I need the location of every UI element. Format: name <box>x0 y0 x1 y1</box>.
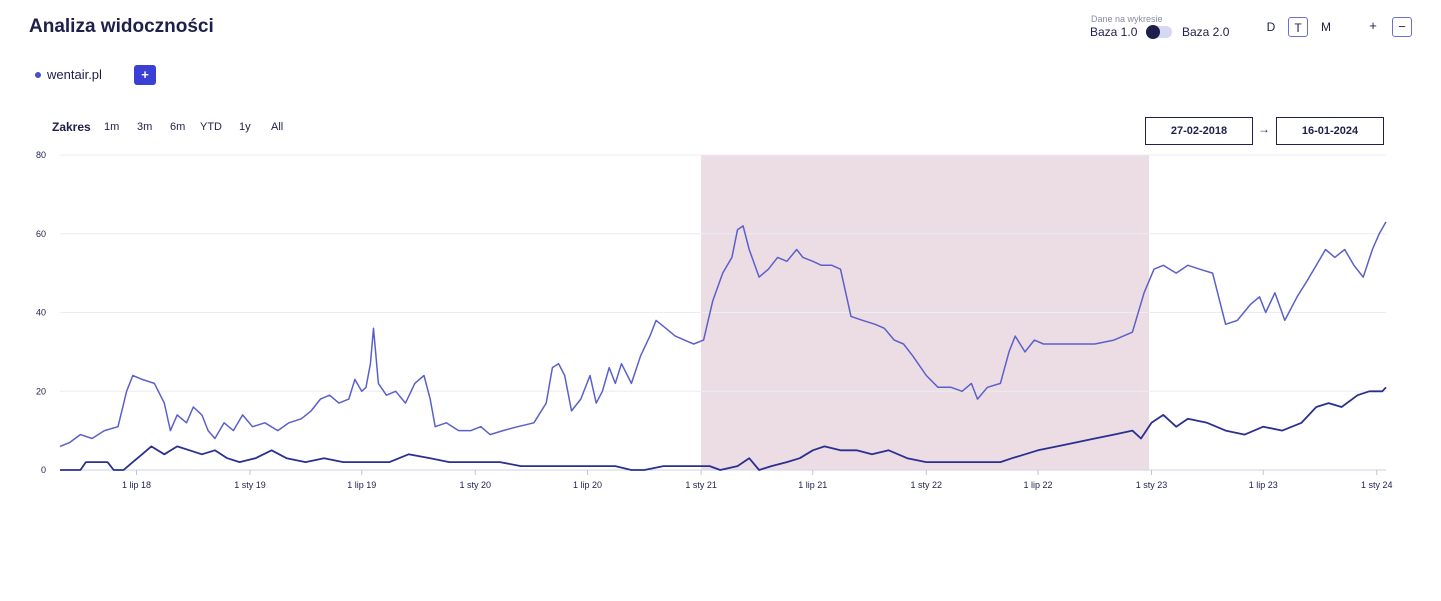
legend-domain-label[interactable]: wentair.pl <box>47 67 102 82</box>
x-tick-label: 1 sty 20 <box>459 480 491 490</box>
y-tick-label: 0 <box>41 465 46 475</box>
x-tick-label: 1 sty 24 <box>1361 480 1393 490</box>
y-tick-label: 60 <box>36 229 46 239</box>
database-toggle[interactable] <box>1146 25 1172 39</box>
y-tick-label: 40 <box>36 308 46 318</box>
period-week-button[interactable]: T <box>1288 17 1308 37</box>
series-line-1 <box>59 221 1387 448</box>
y-tick-label: 80 <box>36 150 46 160</box>
legend-dot-icon <box>35 72 41 78</box>
x-tick-label: 1 lip 22 <box>1023 480 1052 490</box>
x-tick-label: 1 lip 23 <box>1249 480 1278 490</box>
range-3m-button[interactable]: 3m <box>137 121 153 133</box>
date-to-input[interactable]: 16-01-2024 <box>1276 117 1384 145</box>
zoom-out-button[interactable]: − <box>1392 17 1412 37</box>
x-tick-label: 1 lip 20 <box>573 480 602 490</box>
x-tick-label: 1 sty 23 <box>1136 480 1168 490</box>
x-tick-label: 1 lip 19 <box>347 480 376 490</box>
x-tick-label: 1 sty 22 <box>911 480 943 490</box>
range-6m-button[interactable]: 6m <box>170 121 186 133</box>
page-title: Analiza widoczności <box>29 16 214 37</box>
add-domain-button[interactable]: + <box>134 65 156 85</box>
series-line-2 <box>60 386 1387 471</box>
period-month-button[interactable]: M <box>1321 20 1331 34</box>
range-1y-button[interactable]: 1y <box>239 121 251 133</box>
range-all-button[interactable]: All <box>271 121 284 133</box>
zoom-in-button[interactable]: + <box>1369 18 1377 33</box>
x-tick-label: 1 lip 21 <box>798 480 827 490</box>
range-1m-button[interactable]: 1m <box>104 121 120 133</box>
arrow-right-icon: → <box>1258 122 1270 136</box>
x-tick-label: 1 sty 19 <box>234 480 266 490</box>
x-tick-label: 1 sty 21 <box>685 480 717 490</box>
data-on-chart-label: Dane na wykresie <box>1091 14 1163 24</box>
x-tick-label: 1 lip 18 <box>122 480 151 490</box>
toggle-knob <box>1146 25 1160 39</box>
chart-settings: Dane na wykresie Baza 1.0 Baza 2.0 D T M… <box>1088 13 1428 43</box>
range-ytd-button[interactable]: YTD <box>200 121 222 133</box>
baza1-label: Baza 1.0 <box>1090 25 1138 39</box>
y-tick-label: 20 <box>36 386 46 396</box>
range-label: Zakres <box>52 120 91 134</box>
period-day-button[interactable]: D <box>1266 20 1276 34</box>
baza2-label: Baza 2.0 <box>1182 25 1230 39</box>
date-from-input[interactable]: 27-02-2018 <box>1145 117 1253 145</box>
